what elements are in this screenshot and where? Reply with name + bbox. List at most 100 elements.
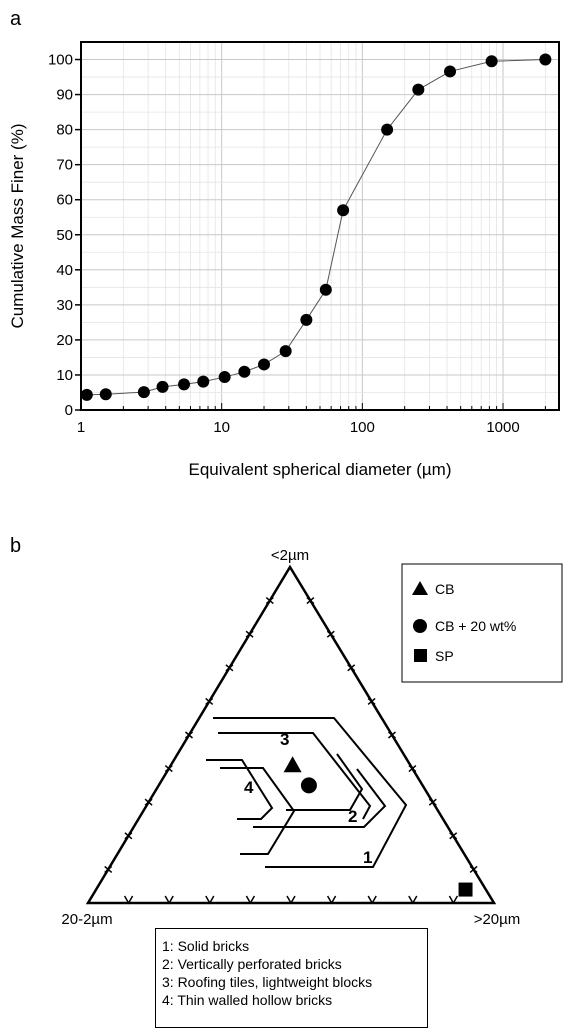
ternary-tick-bottom bbox=[164, 895, 174, 905]
y-tick-label: 50 bbox=[56, 227, 73, 244]
ternary-tick-right bbox=[347, 664, 356, 672]
ternary-point-circle bbox=[300, 777, 317, 794]
data-point bbox=[337, 204, 350, 217]
data-point bbox=[485, 55, 498, 68]
vertex-label-top: <2µm bbox=[271, 547, 309, 564]
zone-boundary-4 bbox=[286, 753, 364, 811]
ternary-tick-bottom bbox=[286, 895, 296, 905]
data-point bbox=[412, 83, 425, 96]
x-tick-label: 10 bbox=[213, 419, 230, 436]
ternary-tick-left bbox=[185, 731, 193, 739]
ternary-tick-left bbox=[245, 630, 254, 638]
y-tick-label: 0 bbox=[65, 402, 73, 419]
x-tick-label: 1000 bbox=[486, 419, 519, 436]
ternary-diagram: 3 4 2 1 <2µm 20-2µm >20µm CB CB + 20 wt%… bbox=[61, 547, 563, 928]
data-point bbox=[258, 358, 271, 371]
data-point bbox=[197, 375, 210, 388]
zone-key-item-1: 1: Solid bricks bbox=[162, 938, 250, 954]
chart-grid bbox=[80, 41, 559, 411]
legend-marker-circle bbox=[413, 619, 427, 633]
zone-label-4: 4 bbox=[244, 778, 254, 797]
ternary-tick-left bbox=[265, 597, 274, 605]
zone-outer-boundary bbox=[213, 717, 408, 868]
zone-key: 1: Solid bricks 2: Vertically perforated… bbox=[155, 928, 428, 1028]
ternary-tick-left bbox=[144, 798, 153, 806]
ternary-ticks bbox=[104, 597, 478, 905]
ternary-tick-right bbox=[388, 731, 396, 739]
ternary-point-square bbox=[458, 882, 473, 897]
zone-boundary-5 bbox=[218, 732, 372, 820]
y-tick-label: 10 bbox=[56, 367, 73, 384]
ternary-tick-left bbox=[205, 697, 214, 705]
ternary-tick-bottom bbox=[326, 895, 337, 905]
ternary-tick-right bbox=[449, 832, 458, 840]
zone-label-2: 2 bbox=[348, 807, 357, 826]
y-tick-labels: 0 10 20 30 40 50 60 70 80 90 100 bbox=[48, 52, 73, 419]
ternary-points bbox=[283, 756, 473, 897]
y-axis-title: Cumulative Mass Finer (%) bbox=[8, 124, 27, 329]
legend-label-sp: SP bbox=[435, 648, 454, 664]
ternary-tick-left bbox=[164, 765, 173, 773]
particle-size-chart: 1 10 100 1000 0 10 20 30 40 50 60 70 80 90 100 Equiva… bbox=[8, 41, 560, 479]
y-tick-label: 70 bbox=[56, 157, 73, 174]
ternary-tick-bottom bbox=[205, 895, 215, 905]
data-point bbox=[444, 65, 457, 78]
ternary-tick-right bbox=[326, 630, 335, 638]
ternary-tick-right bbox=[469, 865, 478, 873]
legend-marker-triangle bbox=[412, 581, 428, 595]
ternary-tick-right bbox=[428, 798, 437, 806]
data-point bbox=[539, 53, 552, 66]
data-point bbox=[156, 380, 169, 393]
legend-box bbox=[401, 563, 563, 683]
y-tick-label: 90 bbox=[56, 87, 73, 104]
data-point bbox=[99, 388, 112, 401]
data-point bbox=[178, 378, 191, 391]
ternary-tick-left bbox=[225, 664, 234, 672]
data-point bbox=[80, 388, 93, 401]
data-point bbox=[319, 283, 332, 296]
y-tick-label: 20 bbox=[56, 332, 73, 349]
y-tick-label: 80 bbox=[56, 122, 73, 139]
zone-label-3: 3 bbox=[280, 730, 289, 749]
y-tick-label: 40 bbox=[56, 262, 73, 279]
panel-a-label: a bbox=[10, 8, 22, 30]
vertex-label-right: >20µm bbox=[474, 911, 521, 928]
ternary-tick-bottom bbox=[448, 895, 459, 905]
x-tick-labels: 1 10 100 1000 bbox=[77, 419, 520, 436]
data-point bbox=[381, 123, 394, 136]
legend-marker-square bbox=[414, 649, 427, 662]
ternary-tick-right bbox=[367, 697, 376, 705]
ternary-tick-bottom bbox=[123, 895, 134, 905]
x-axis-title: Equivalent spherical diameter (µm) bbox=[188, 460, 451, 479]
data-point bbox=[218, 371, 231, 384]
zone-key-item-3: 3: Roofing tiles, lightweight blocks bbox=[162, 974, 373, 990]
x-tick-label: 1 bbox=[77, 419, 85, 436]
zone-boundary-6 bbox=[206, 759, 274, 820]
y-tick-label: 100 bbox=[48, 52, 73, 69]
legend-label-cb: CB bbox=[435, 581, 454, 597]
data-points bbox=[80, 53, 552, 401]
series-line bbox=[86, 59, 546, 396]
data-point bbox=[137, 386, 150, 399]
ternary-tick-bottom bbox=[408, 895, 418, 905]
x-tick-label: 100 bbox=[350, 419, 375, 436]
vertex-label-left: 20-2µm bbox=[61, 911, 112, 928]
data-point bbox=[238, 365, 251, 378]
ternary-tick-left bbox=[104, 865, 113, 873]
zone-boundary-2 bbox=[253, 768, 387, 828]
y-tick-label: 30 bbox=[56, 297, 73, 314]
data-point bbox=[279, 345, 292, 358]
zone-boundary-3 bbox=[220, 767, 296, 855]
zone-key-item-2: 2: Vertically perforated bricks bbox=[162, 956, 342, 972]
ternary-point-triangle bbox=[283, 756, 302, 773]
ternary-tick-right bbox=[306, 597, 315, 605]
data-point bbox=[300, 313, 313, 326]
legend-label-cb-20: CB + 20 wt% bbox=[435, 618, 516, 634]
axis-ticks bbox=[75, 58, 546, 411]
ternary-tick-right bbox=[408, 765, 417, 773]
y-tick-label: 60 bbox=[56, 192, 73, 209]
panel-b-label: b bbox=[10, 535, 21, 557]
ternary-tick-bottom bbox=[367, 895, 377, 905]
ternary-tick-left bbox=[124, 832, 133, 840]
